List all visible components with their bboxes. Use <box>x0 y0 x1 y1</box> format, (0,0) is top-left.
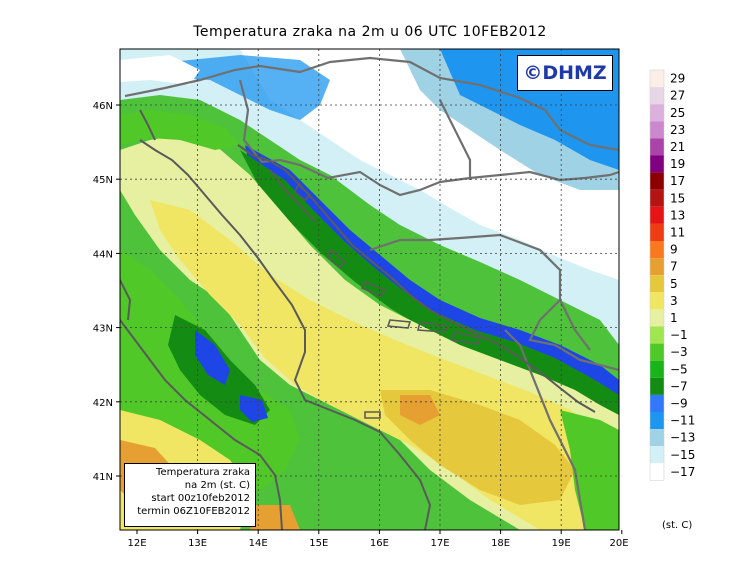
colorbar-swatch <box>650 343 664 361</box>
colorbar-label: 7 <box>670 260 678 274</box>
colorbar-unit: (st. C) <box>662 520 692 531</box>
islands <box>294 183 482 419</box>
colorbar-label: 29 <box>670 72 685 86</box>
lat-axis-labels: 46N 45N 44N 43N 42N 41N <box>93 101 120 483</box>
colorbar-swatch <box>650 172 664 190</box>
colorbar-label: 15 <box>670 191 685 205</box>
lon-label-17E: 17E <box>430 538 449 549</box>
south-warm <box>250 505 300 530</box>
info-line-unit: na 2m (st. C) <box>184 480 250 491</box>
lon-axis-labels: 12E 13E 14E 15E 16E 17E 18E 19E 20E <box>127 530 629 549</box>
colorbar: 29 27 25 23 21 19 17 15 13 11 9 7 5 3 1 −1 −3 −5 −7 −9 −11 −1… <box>649 69 695 531</box>
colorbar-swatch <box>650 155 664 173</box>
lat-label-45N: 45N <box>93 175 113 186</box>
map-title: Temperatura zraka na 2m u 06 UTC 10FEB20… <box>193 24 547 40</box>
colorbar-swatch <box>650 104 664 122</box>
colorbar-label: 1 <box>670 311 678 325</box>
colorbar-label: −17 <box>670 465 695 479</box>
colorbar-swatch <box>650 70 664 88</box>
colorbar-label: −3 <box>670 345 688 359</box>
colorbar-swatch <box>650 309 664 327</box>
colorbar-label: −13 <box>670 431 695 445</box>
info-line-termin: termin 06Z10FEB2012 <box>137 506 250 517</box>
colorbar-swatch <box>650 121 664 139</box>
colorbar-label: 21 <box>670 140 685 154</box>
coastlines <box>120 109 596 530</box>
lon-label-12E: 12E <box>127 538 146 549</box>
borders <box>124 56 619 530</box>
map-frame <box>119 48 620 531</box>
colorbar-swatch <box>650 189 664 207</box>
lon-label-13E: 13E <box>188 538 207 549</box>
info-line-title: Temperatura zraka <box>156 467 250 478</box>
colorbar-swatch <box>650 292 664 310</box>
lon-label-15E: 15E <box>309 538 328 549</box>
colorbar-swatch <box>650 138 664 156</box>
colorbar-label: 11 <box>670 225 685 239</box>
colorbar-label: 3 <box>670 294 678 308</box>
colorbar-swatch <box>650 326 664 344</box>
mountain-band-blue <box>245 145 619 395</box>
colorbar-swatch <box>650 394 664 412</box>
colorbar-label: 13 <box>670 208 685 222</box>
colorbar-label: −15 <box>670 448 695 462</box>
colorbar-swatch <box>650 87 664 105</box>
colorbar-label: −11 <box>670 414 695 428</box>
lat-label-43N: 43N <box>93 324 113 335</box>
lat-label-42N: 42N <box>93 398 113 409</box>
colorbar-swatch <box>650 412 664 430</box>
info-line-start: start 00z10feb2012 <box>151 493 250 504</box>
colorbar-label: −1 <box>670 328 688 342</box>
lat-label-44N: 44N <box>93 249 113 260</box>
colorbar-label: −9 <box>670 396 688 410</box>
grid-lines <box>120 49 619 530</box>
mountain-band-dark <box>240 150 619 420</box>
lon-label-20E: 20E <box>609 538 628 549</box>
colorbar-swatch <box>650 429 664 447</box>
lon-label-19E: 19E <box>552 538 571 549</box>
lat-label-41N: 41N <box>93 472 113 483</box>
po-valley <box>120 110 240 150</box>
colorbar-swatch <box>650 258 664 276</box>
colorbar-swatch <box>650 241 664 259</box>
colorbar-label: 27 <box>670 89 685 103</box>
colorbar-swatch <box>650 223 664 241</box>
lat-label-46N: 46N <box>93 101 113 112</box>
lon-label-14E: 14E <box>249 538 268 549</box>
colorbar-label: 9 <box>670 243 678 257</box>
lon-label-16E: 16E <box>370 538 389 549</box>
alps-white <box>120 55 200 85</box>
balkan-green <box>560 410 619 530</box>
colorbar-label: 17 <box>670 174 685 188</box>
colorbar-swatch <box>650 360 664 378</box>
colorbar-swatch <box>650 463 664 481</box>
map-field <box>120 49 619 530</box>
colorbar-label: 19 <box>670 157 685 171</box>
sea-warm-spot <box>400 395 440 425</box>
colorbar-label: −5 <box>670 362 688 376</box>
info-box: Temperatura zraka na 2m (st. C) start 00… <box>124 463 256 527</box>
colorbar-label: −7 <box>670 379 688 393</box>
colorbar-label: 23 <box>670 123 685 137</box>
dhmz-logo: ©DHMZ <box>517 55 613 91</box>
colorbar-label: 5 <box>670 277 678 291</box>
colorbar-swatch <box>650 377 664 395</box>
colorbar-swatch <box>650 206 664 224</box>
colorbar-swatch <box>650 275 664 293</box>
colorbar-label: 25 <box>670 106 685 120</box>
colorbar-swatch <box>650 446 664 464</box>
apennines-cold <box>195 330 230 385</box>
lon-label-18E: 18E <box>491 538 510 549</box>
